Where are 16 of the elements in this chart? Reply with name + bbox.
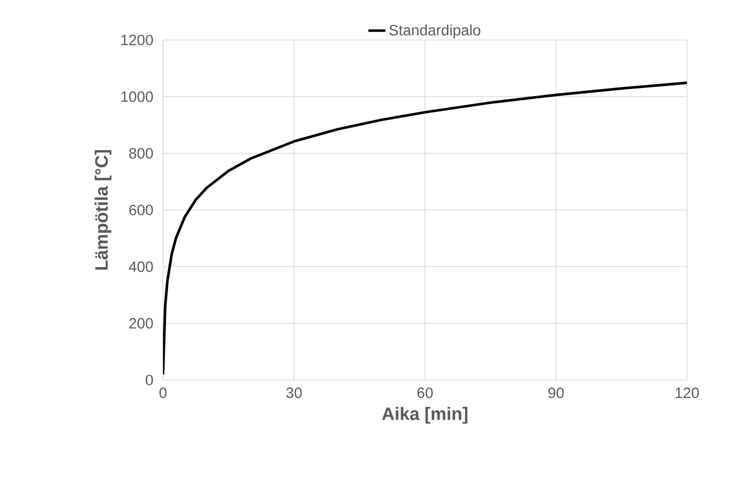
y-axis-title: Lämpötila [°C]	[94, 150, 112, 270]
x-tick-label: 90	[548, 388, 564, 398]
legend-label: Standardipalo	[389, 24, 480, 38]
x-tick-label: 0	[159, 388, 167, 398]
x-tick-label: 60	[417, 388, 433, 398]
x-tick-label: 30	[286, 388, 302, 398]
y-tick-label: 600	[129, 204, 153, 216]
x-tick-label: 120	[676, 388, 699, 398]
y-tick-label: 1000	[121, 91, 153, 102]
y-tick-label: 400	[128, 261, 153, 272]
line-series	[163, 81, 688, 376]
x-axis-title: Aika [min]	[382, 406, 468, 424]
y-tick-label: 800	[129, 148, 153, 159]
y-tick-label: 0	[146, 374, 153, 386]
y-tick-label: 1200	[121, 34, 153, 46]
y-tick-label: 200	[129, 318, 153, 329]
